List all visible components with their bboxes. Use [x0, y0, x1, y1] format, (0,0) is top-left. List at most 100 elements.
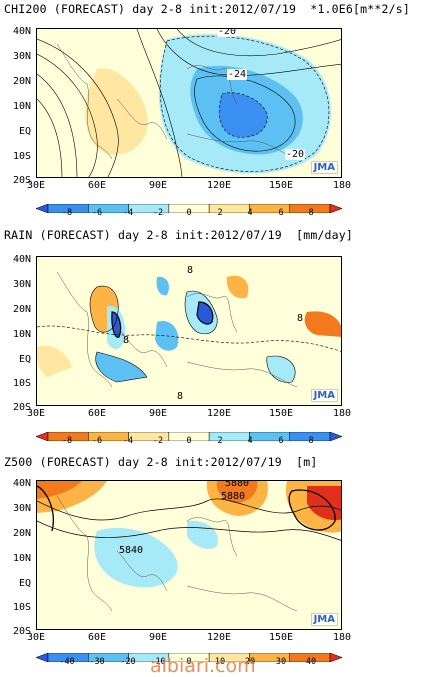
- lon-label: 120E: [206, 180, 232, 191]
- lat-label: 10N: [12, 101, 31, 112]
- colorbar-swatch: [35, 652, 49, 663]
- contour-label: 8: [177, 391, 184, 402]
- z500-title: Z500 (FORECAST) day 2-8 init:2012/07/19 …: [4, 455, 318, 469]
- lon-label: 60E: [87, 408, 107, 419]
- colorbar-swatch: [208, 203, 250, 214]
- colorbar-svg: [35, 203, 343, 214]
- lat-label: 30N: [12, 51, 31, 62]
- lon-label: 30E: [26, 180, 46, 191]
- lon-label: 90E: [148, 632, 168, 643]
- colorbar-swatch: [208, 431, 250, 442]
- rain-map-panel: 8 8 8 8 JMA: [36, 256, 342, 406]
- lat-label: 20N: [12, 528, 31, 539]
- lat-label: EQ: [18, 354, 31, 365]
- lat-label: 10N: [12, 553, 31, 564]
- colorbar-label: -40: [59, 657, 75, 667]
- contour-label: -20: [217, 28, 238, 37]
- z500-map: [37, 481, 341, 629]
- lon-label: 60E: [87, 180, 107, 191]
- colorbar-label: 2: [217, 436, 223, 446]
- colorbar-label: -6: [91, 436, 103, 446]
- colorbar-label: -20: [120, 657, 136, 667]
- colorbar-label: -8: [61, 436, 73, 446]
- colorbar-label: -10: [150, 657, 166, 667]
- lon-label: 180: [332, 632, 352, 643]
- chi200-colorbar: [35, 198, 343, 214]
- contour-label: 5880: [225, 480, 250, 489]
- lat-label: 30N: [12, 279, 31, 290]
- colorbar-label: -30: [89, 657, 105, 667]
- lon-label: 180: [332, 180, 352, 191]
- colorbar-label: 20: [244, 657, 256, 667]
- colorbar-swatch: [249, 203, 290, 214]
- lat-label: 40N: [12, 478, 31, 489]
- colorbar-label: 8: [308, 208, 314, 218]
- lon-label: 120E: [206, 408, 232, 419]
- lon-label: 150E: [268, 180, 294, 191]
- contour-label: -20: [285, 149, 306, 160]
- lat-label: EQ: [18, 126, 31, 137]
- colorbar-swatch: [329, 652, 343, 663]
- colorbar-label: 6: [278, 436, 284, 446]
- lat-label: 20N: [12, 304, 31, 315]
- lat-label: 20N: [12, 76, 31, 87]
- colorbar-swatch: [249, 431, 290, 442]
- rain-title: RAIN (FORECAST) day 2-8 init:2012/07/19 …: [4, 228, 354, 242]
- lon-label: 30E: [26, 632, 46, 643]
- colorbar-label: 2: [217, 208, 223, 218]
- lat-label: 40N: [12, 26, 31, 37]
- colorbar-label: 40: [305, 657, 317, 667]
- lon-label: 90E: [148, 180, 168, 191]
- colorbar-label: -2: [152, 436, 164, 446]
- jma-logo: JMA: [310, 161, 338, 174]
- colorbar-swatch: [35, 203, 49, 214]
- contour-label: -24: [227, 69, 248, 80]
- lat-label: 30N: [12, 503, 31, 514]
- contour-label: 8: [123, 335, 130, 346]
- contour-label: 5840: [119, 545, 144, 556]
- lat-label: 10S: [12, 602, 31, 613]
- colorbar-swatch: [329, 203, 343, 214]
- lat-label: 20S: [12, 402, 31, 413]
- colorbar-label: 4: [247, 436, 253, 446]
- lat-label: 20S: [12, 626, 31, 637]
- lon-label: 180: [332, 408, 352, 419]
- lat-label: 10S: [12, 378, 31, 389]
- lon-label: 150E: [268, 632, 294, 643]
- colorbar-label: -4: [122, 208, 134, 218]
- contour-label: 5880: [221, 491, 246, 502]
- watermark: albiari.com: [150, 655, 256, 677]
- colorbar-swatch: [35, 431, 49, 442]
- colorbar-label: 8: [308, 436, 314, 446]
- rain-colorbar: [35, 426, 343, 442]
- jma-logo: JMA: [310, 389, 338, 402]
- colorbar-label: 0: [186, 208, 192, 218]
- colorbar-label: -2: [152, 208, 164, 218]
- colorbar-label: 10: [214, 657, 226, 667]
- lon-label: 90E: [148, 408, 168, 419]
- colorbar-label: 0: [186, 436, 192, 446]
- lat-label: 10S: [12, 151, 31, 162]
- lon-label: 120E: [206, 632, 232, 643]
- chi200-map-panel: -20 -24 -20 JMA: [36, 28, 342, 178]
- colorbar-label: -8: [61, 208, 73, 218]
- colorbar-label: 0: [186, 657, 192, 667]
- jma-logo: JMA: [310, 613, 338, 626]
- contour-label: 8: [187, 265, 194, 276]
- z500-map-panel: 5880 5880 5840 JMA: [36, 480, 342, 630]
- contour-label: 8: [297, 313, 304, 324]
- lon-label: 60E: [87, 632, 107, 643]
- chi200-title: CHI200 (FORECAST) day 2-8 init:2012/07/1…: [4, 2, 411, 16]
- lat-label: EQ: [18, 578, 31, 589]
- rain-map: [37, 257, 341, 405]
- colorbar-label: 6: [278, 208, 284, 218]
- colorbar-swatch: [329, 431, 343, 442]
- colorbar-label: 4: [247, 208, 253, 218]
- colorbar-label: -6: [91, 208, 103, 218]
- lon-label: 150E: [268, 408, 294, 419]
- lat-label: 20S: [12, 175, 31, 186]
- colorbar-label: 30: [275, 657, 287, 667]
- lat-label: 40N: [12, 254, 31, 265]
- lat-label: 10N: [12, 329, 31, 340]
- lon-label: 30E: [26, 408, 46, 419]
